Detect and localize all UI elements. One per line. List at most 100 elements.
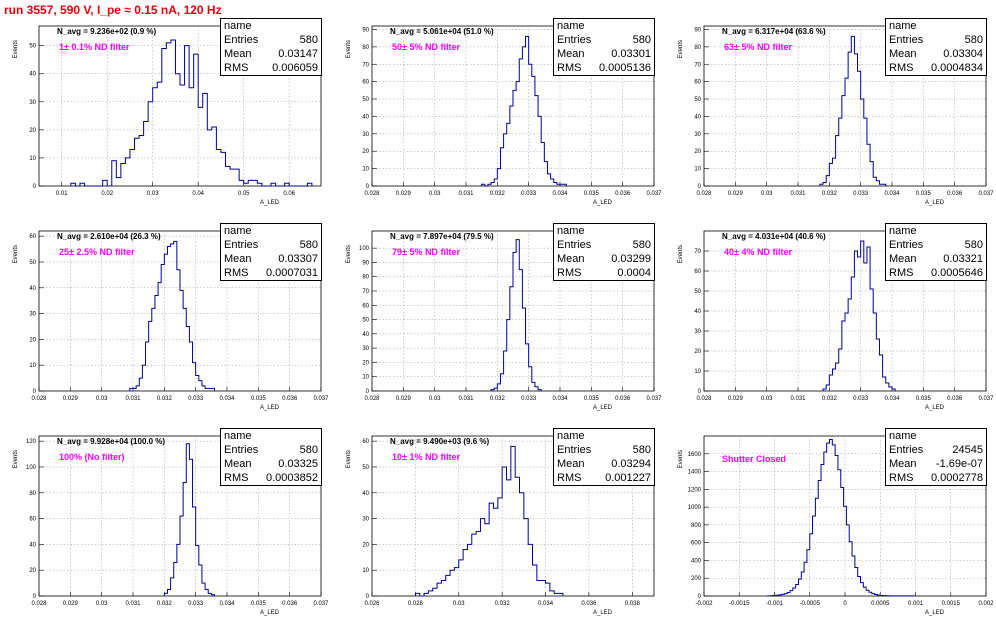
y-axis-label: Events [346, 450, 352, 468]
stats-value: 0.03325 [278, 458, 318, 470]
y-tick-label: 40 [362, 332, 369, 338]
stats-label: name [889, 430, 917, 442]
x-tick-label: 0.033 [853, 191, 869, 197]
stats-label: Mean [557, 458, 585, 470]
y-tick-label: 20 [29, 568, 36, 574]
y-tick-label: 10 [362, 167, 369, 173]
histogram-line [129, 240, 215, 391]
y-axis-label: Events [346, 40, 352, 58]
stats-row-rms: RMS 0.0003852 [221, 471, 321, 485]
x-tick-label: -0.0005 [800, 601, 821, 607]
stats-value: 0.0004 [617, 267, 651, 279]
y-tick-label: 50 [29, 44, 36, 50]
y-tick-label: 10 [29, 363, 36, 369]
x-tick-label: 0.031 [458, 396, 474, 402]
y-tick-label: 60 [29, 517, 36, 523]
histogram-panel-h_asym85: 0.028 0.029 0.03 0.031 0.032 0.033 0.034 0.035 0… [5, 223, 329, 411]
navg-annotation: N_avg = 6.317e+04 (63.6 %) [722, 27, 826, 36]
x-tick-label: 0.032 [490, 191, 506, 197]
stats-value: 0.0003852 [266, 472, 318, 484]
y-tick-label: 0 [698, 184, 702, 190]
x-tick-label: 0.031 [790, 396, 806, 402]
y-tick-label: 400 [691, 558, 702, 564]
y-tick-label: 1000 [688, 505, 702, 511]
y-tick-label: 70 [694, 249, 701, 255]
stats-row-sname: name [554, 224, 654, 238]
x-tick-label: 0.035 [584, 191, 600, 197]
y-tick-label: 10 [29, 156, 36, 162]
y-tick-label: 50 [362, 97, 369, 103]
y-tick-label: 800 [691, 523, 702, 529]
stats-box: name Entries 580 Mean 0.03325 RMS 0.0003852 [220, 428, 322, 486]
x-tick-label: 0.032 [157, 396, 173, 402]
y-tick-label: 80 [362, 45, 369, 51]
y-tick-label: 20 [362, 360, 369, 366]
stats-row-rms: RMS 0.0005646 [886, 266, 986, 280]
y-tick-label: 0 [33, 594, 37, 600]
y-tick-label: 20 [694, 149, 701, 155]
stats-label: RMS [224, 472, 249, 484]
y-tick-label: 0 [33, 389, 37, 395]
y-tick-label: 80 [29, 491, 36, 497]
stats-value: 0.03147 [278, 48, 318, 60]
x-axis-label: A_LED [593, 200, 613, 206]
y-tick-label: 0 [366, 389, 370, 395]
y-tick-label: 30 [29, 100, 36, 106]
stats-label: RMS [224, 62, 249, 74]
y-axis-label: Events [678, 40, 684, 58]
x-tick-label: 0.037 [313, 396, 329, 402]
y-axis-label: Events [13, 40, 19, 58]
stats-label: Mean [224, 458, 252, 470]
x-tick-label: 0.028 [31, 601, 47, 607]
stats-value: 0.03304 [943, 48, 983, 60]
stats-value: 0.006059 [272, 62, 318, 74]
stats-value: 580 [632, 444, 651, 456]
y-tick-label: 1200 [688, 487, 702, 493]
x-tick-label: 0.033 [521, 191, 537, 197]
stats-value: 580 [964, 239, 983, 251]
y-tick-label: 50 [29, 260, 36, 266]
x-tick-label: 0.036 [282, 601, 298, 607]
filter-annotation: 25± 2.5% ND filter [59, 247, 135, 257]
x-tick-label: 0.037 [978, 191, 994, 197]
filter-annotation: 79± 5% ND filter [392, 247, 460, 257]
y-tick-label: 90 [362, 27, 369, 33]
histogram-panel-h_asym80: 0.028 0.029 0.03 0.031 0.032 0.033 0.034 0.035 0… [5, 428, 329, 616]
filter-annotation: 63± 5% ND filter [724, 42, 792, 52]
y-tick-label: 10 [694, 167, 701, 173]
stats-row-rms: RMS 0.001227 [554, 471, 654, 485]
x-tick-label: 0.033 [188, 396, 204, 402]
x-tick-label: 0.03 [429, 191, 441, 197]
stats-value: 0.03301 [611, 48, 651, 60]
y-tick-label: 60 [362, 303, 369, 309]
stats-label: RMS [557, 62, 582, 74]
x-tick-label: 0.028 [364, 191, 380, 197]
x-tick-label: 0.028 [364, 396, 380, 402]
stats-row-mean: Mean 0.03321 [886, 252, 986, 266]
stats-row-sname: name [221, 224, 321, 238]
y-tick-label: 50 [362, 465, 369, 471]
y-tick-label: 50 [694, 289, 701, 295]
x-axis-label: A_LED [260, 405, 280, 411]
stats-label: Entries [557, 34, 592, 46]
x-tick-label: 0.033 [188, 601, 204, 607]
x-axis-label: A_LED [593, 610, 613, 616]
y-tick-label: 80 [694, 45, 701, 51]
x-tick-label: 0.029 [396, 396, 412, 402]
x-tick-label: 0.03 [761, 396, 773, 402]
stats-label: Entries [889, 34, 924, 46]
stats-label: Entries [224, 239, 259, 251]
x-tick-label: 0.05 [238, 191, 250, 197]
y-tick-label: 60 [29, 234, 36, 240]
y-tick-label: 20 [362, 542, 369, 548]
page-title: run 3557, 590 V, I_pe ≈ 0.15 nA, 120 Hz [4, 3, 222, 17]
stats-label: name [557, 430, 585, 442]
x-tick-label: 0.034 [538, 601, 554, 607]
y-tick-label: 40 [694, 309, 701, 315]
y-tick-label: 0 [33, 184, 37, 190]
y-tick-label: 60 [694, 80, 701, 86]
y-tick-label: 60 [362, 80, 369, 86]
y-tick-label: 10 [694, 369, 701, 375]
y-tick-label: 600 [691, 541, 702, 547]
histogram-line [822, 240, 896, 391]
